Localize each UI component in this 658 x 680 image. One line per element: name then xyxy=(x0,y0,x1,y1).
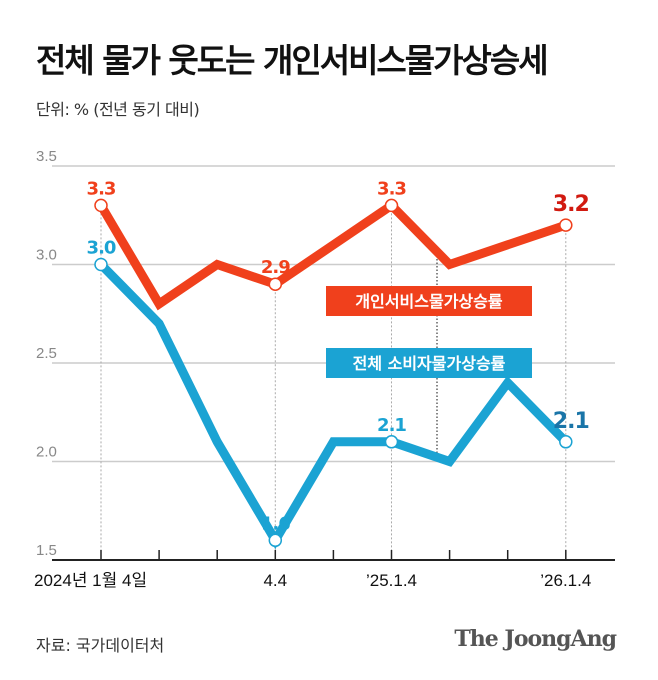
legend-label: 개인서비스물가상승률 xyxy=(355,292,502,311)
x-tick-label: ’26.1.4 xyxy=(540,571,591,590)
y-tick-label: 1.5 xyxy=(36,542,57,559)
data-label: 2.1 xyxy=(553,409,589,434)
legend-box xyxy=(326,286,532,316)
data-point xyxy=(94,257,108,272)
y-tick-label: 2.0 xyxy=(36,444,57,461)
data-label: 3.2 xyxy=(553,192,589,217)
x-tick-label: 2024년 1월 4일 xyxy=(34,571,147,590)
chart-title: 전체 물가 웃도는 개인서비스물가상승세 xyxy=(36,41,549,80)
data-label: 2.9 xyxy=(261,257,290,278)
x-tick-label: ’25.1.4 xyxy=(366,571,417,590)
publisher-logo: The JoongAng xyxy=(454,626,617,652)
data-point xyxy=(268,533,283,548)
data-point xyxy=(94,198,108,213)
y-tick-label: 3.5 xyxy=(36,148,57,165)
series-line-total xyxy=(97,261,570,550)
data-label: 3.0 xyxy=(87,238,116,259)
unit-label: 단위: % (전년 동기 대비) xyxy=(36,100,200,119)
y-tick-label: 2.5 xyxy=(36,345,57,362)
data-label: 1.6 xyxy=(261,513,290,534)
source-text: 자료: 국가데이터처 xyxy=(36,636,165,655)
data-label: 2.1 xyxy=(377,415,406,436)
data-point xyxy=(384,198,399,213)
data-point xyxy=(384,435,399,449)
x-tick-label: 4.4 xyxy=(263,571,287,590)
data-label: 3.3 xyxy=(87,178,116,199)
legend-label: 전체 소비자물가상승률 xyxy=(353,354,506,373)
data-label: 3.3 xyxy=(377,178,406,199)
legend-box xyxy=(326,348,532,378)
data-point xyxy=(559,435,573,449)
data-point xyxy=(559,218,573,232)
series-line-service xyxy=(97,199,568,311)
y-tick-label: 3.0 xyxy=(36,247,57,264)
data-point xyxy=(268,277,283,291)
